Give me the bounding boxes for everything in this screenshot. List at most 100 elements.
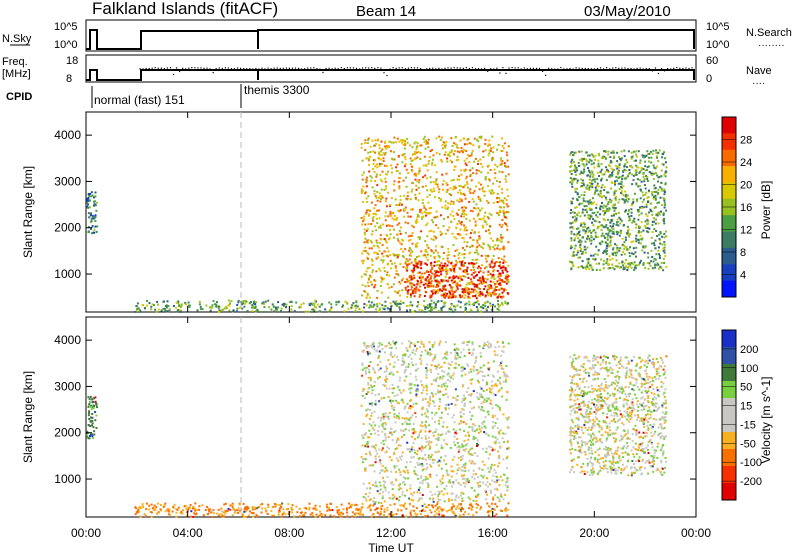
power-cell (592, 229, 594, 232)
velocity-cell (406, 441, 409, 444)
power-cell (384, 200, 387, 203)
velocity-cell (383, 412, 386, 415)
power-cell (482, 247, 485, 250)
power-cell (620, 229, 622, 232)
power-cell (415, 266, 418, 269)
velocity-cell (413, 430, 416, 432)
power-cell (290, 308, 293, 311)
power-cell (386, 271, 389, 274)
power-cell (432, 187, 435, 190)
power-cell (430, 306, 433, 309)
power-cell (467, 296, 470, 299)
power-cell (435, 264, 438, 267)
power-cell (252, 302, 255, 305)
power-cell (374, 225, 377, 228)
velocity-cell (224, 502, 227, 505)
power-cell (643, 154, 646, 157)
velocity-cell (241, 513, 244, 516)
power-cell (401, 279, 403, 282)
power-cell (436, 183, 439, 186)
power-cell (376, 253, 379, 255)
cpid-strip: CPID normal (fast) 151 themis 3300 (6, 83, 310, 108)
velocity-cell (404, 428, 407, 431)
power-cell (366, 267, 369, 270)
nave-dot (572, 68, 574, 70)
power-cell (614, 207, 617, 209)
power-cell (409, 198, 412, 201)
power-cell (600, 186, 603, 189)
power-cell (655, 191, 658, 193)
power-cell (144, 307, 146, 310)
velocity-cell (454, 515, 457, 517)
velocity-cell (459, 508, 462, 511)
power-cell (650, 249, 653, 252)
power-cell (472, 262, 475, 265)
power-cell (657, 212, 659, 215)
power-cell (496, 308, 499, 310)
velocity-cell (502, 498, 505, 501)
power-cell (458, 275, 461, 278)
power-cell (384, 215, 387, 218)
velocity-cell (349, 504, 352, 507)
power-cell (485, 230, 487, 233)
power-cell (387, 250, 390, 253)
nave-dot (413, 67, 416, 69)
velocity-cell (293, 515, 296, 518)
power-cell (484, 294, 487, 297)
nave-dot (362, 67, 364, 69)
power-cell (638, 171, 641, 174)
velocity-cell (472, 473, 475, 476)
power-cell (608, 255, 611, 258)
nave-dot (660, 68, 663, 70)
power-cell (366, 201, 369, 203)
power-cell (363, 233, 366, 236)
power-cell (436, 291, 439, 294)
power-cell (634, 251, 637, 254)
velocity-cell (150, 503, 153, 506)
velocity-cell (88, 417, 91, 420)
power-cell (397, 239, 400, 242)
power-cell (590, 264, 593, 267)
velocity-cell (464, 373, 467, 376)
power-cell (441, 264, 444, 267)
power-cell (639, 242, 642, 245)
nave-dot (301, 68, 303, 70)
power-cell (465, 213, 468, 216)
power-cell (586, 154, 589, 157)
power-cell (353, 305, 356, 308)
velocity-cell (437, 498, 440, 501)
power-cell (604, 196, 607, 199)
power-cell (633, 220, 636, 223)
velocity-cell (210, 511, 213, 514)
power-cell (639, 226, 642, 229)
power-cell (465, 229, 468, 232)
power-cell (397, 255, 399, 258)
power-cell (387, 144, 390, 147)
power-cell (623, 155, 626, 158)
power-cell (579, 241, 582, 244)
power-cell (614, 189, 617, 192)
power-cell (462, 247, 464, 249)
power-cell (360, 146, 363, 149)
velocity-cell (444, 407, 447, 410)
velocity-cell (426, 514, 429, 517)
power-cell (406, 195, 409, 198)
velocity-cell (308, 506, 311, 509)
power-cell (371, 217, 374, 220)
velocity-cell (421, 509, 424, 512)
power-cell (570, 160, 573, 163)
power-cell (487, 144, 489, 147)
power-cell (369, 280, 372, 283)
power-cell (468, 155, 471, 158)
power-cell (377, 196, 380, 199)
power-cell (501, 188, 504, 191)
power-cell (616, 151, 619, 154)
power-cell (599, 208, 602, 211)
power-cell (613, 155, 616, 158)
power-cell (356, 305, 359, 308)
nave-dot (606, 67, 608, 69)
power-cell (365, 176, 368, 179)
power-cbar-label: Power [dB] (759, 181, 773, 240)
power-cell (411, 286, 413, 289)
power-cell (620, 253, 623, 256)
